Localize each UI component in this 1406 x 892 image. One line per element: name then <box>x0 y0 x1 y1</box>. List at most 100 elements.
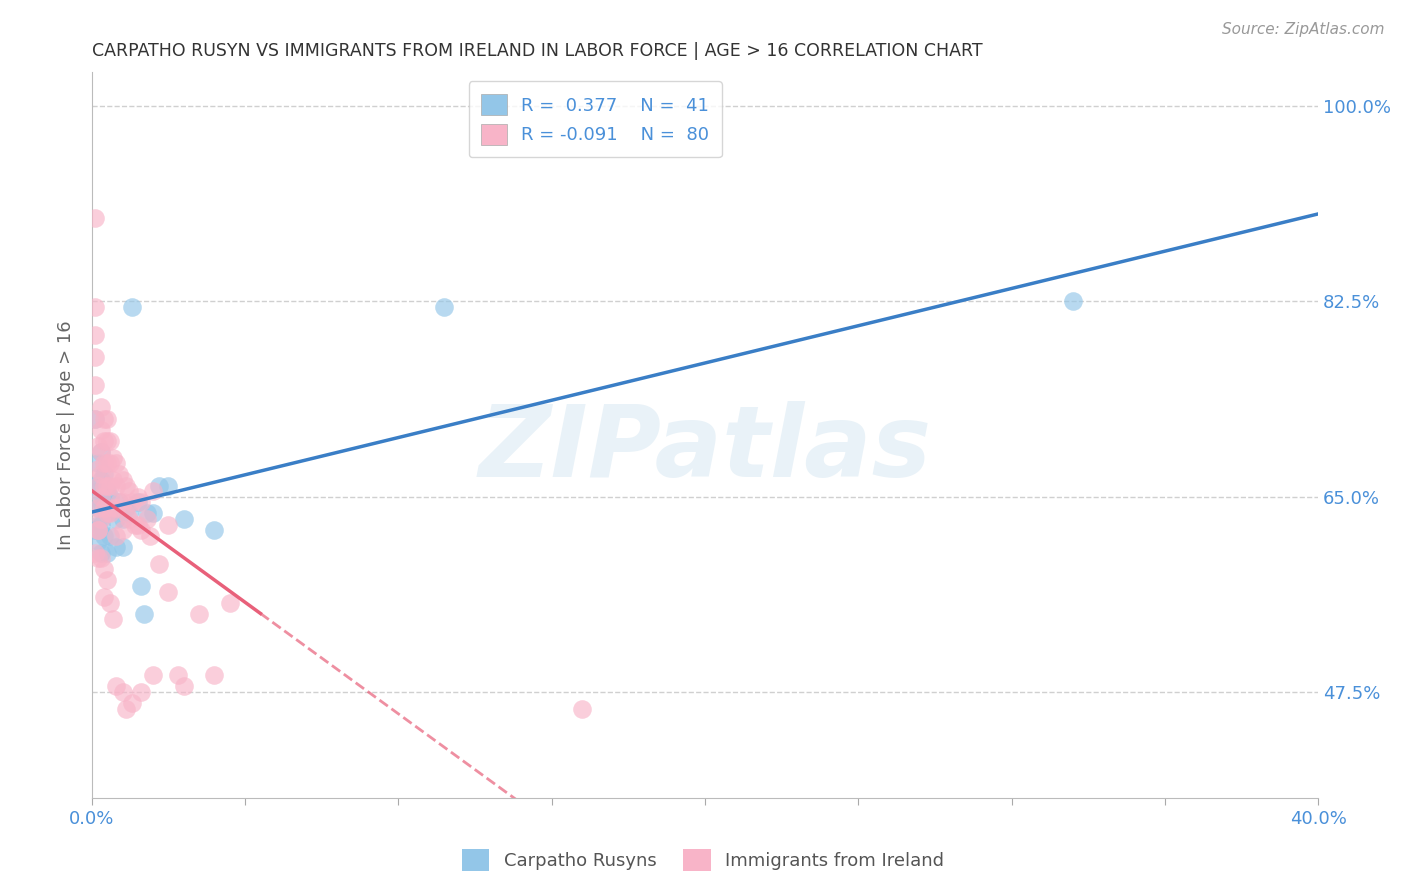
Point <box>96 456 118 470</box>
Point <box>90 473 112 487</box>
Point <box>96 411 118 425</box>
Point <box>105 478 128 492</box>
Point <box>98 434 121 448</box>
Point <box>90 445 112 459</box>
Point <box>111 523 134 537</box>
Point <box>204 668 226 682</box>
Point <box>103 500 125 515</box>
Point <box>111 540 134 554</box>
Point <box>117 484 139 499</box>
Point <box>127 517 149 532</box>
Point <box>142 507 165 521</box>
Point <box>129 523 152 537</box>
Point <box>87 534 110 549</box>
Point <box>157 584 180 599</box>
Point <box>121 495 143 509</box>
Point <box>571 702 593 716</box>
Point <box>117 507 139 521</box>
Point <box>90 445 112 459</box>
Point <box>136 512 159 526</box>
Point <box>90 495 112 509</box>
Point <box>136 507 159 521</box>
Point <box>93 495 115 509</box>
Point <box>157 478 180 492</box>
Point <box>87 500 110 515</box>
Y-axis label: In Labor Force | Age > 16: In Labor Force | Age > 16 <box>58 320 75 550</box>
Legend: R =  0.377    N =  41, R = -0.091    N =  80: R = 0.377 N = 41, R = -0.091 N = 80 <box>468 81 721 158</box>
Point <box>87 500 110 515</box>
Point <box>93 478 115 492</box>
Point <box>124 517 146 532</box>
Point <box>105 456 128 470</box>
Point <box>1062 294 1084 309</box>
Point <box>98 490 121 504</box>
Point <box>87 523 110 537</box>
Point <box>84 523 107 537</box>
Point <box>96 478 118 492</box>
Point <box>129 495 152 509</box>
Point <box>188 607 211 621</box>
Point <box>105 512 128 526</box>
Point <box>84 478 107 492</box>
Point <box>90 517 112 532</box>
Point <box>84 211 107 225</box>
Point <box>93 467 115 482</box>
Point <box>139 529 162 543</box>
Point <box>103 450 125 465</box>
Point <box>93 590 115 604</box>
Point <box>121 300 143 314</box>
Point <box>114 702 136 716</box>
Point <box>96 507 118 521</box>
Point <box>117 512 139 526</box>
Text: CARPATHO RUSYN VS IMMIGRANTS FROM IRELAND IN LABOR FORCE | AGE > 16 CORRELATION : CARPATHO RUSYN VS IMMIGRANTS FROM IRELAN… <box>91 42 983 60</box>
Point <box>96 545 118 559</box>
Point <box>105 540 128 554</box>
Point <box>98 596 121 610</box>
Point <box>90 423 112 437</box>
Point <box>93 529 115 543</box>
Point <box>96 574 118 588</box>
Point <box>90 551 112 566</box>
Point <box>105 529 128 543</box>
Point <box>121 696 143 710</box>
Point <box>114 500 136 515</box>
Point <box>87 439 110 453</box>
Text: ZIPatlas: ZIPatlas <box>478 401 932 499</box>
Point <box>218 596 240 610</box>
Point <box>129 579 152 593</box>
Point <box>90 512 112 526</box>
Point <box>93 500 115 515</box>
Point <box>148 478 170 492</box>
Point <box>111 512 134 526</box>
Point <box>111 685 134 699</box>
Point <box>84 411 107 425</box>
Point <box>84 327 107 342</box>
Point <box>87 484 110 499</box>
Point <box>93 411 115 425</box>
Point <box>93 456 115 470</box>
Point <box>108 495 131 509</box>
Point <box>87 551 110 566</box>
Point <box>90 467 112 482</box>
Point <box>87 517 110 532</box>
Point <box>98 507 121 521</box>
Point <box>103 500 125 515</box>
Point <box>127 490 149 504</box>
Point <box>142 668 165 682</box>
Point <box>84 350 107 364</box>
Point <box>98 529 121 543</box>
Point <box>90 490 112 504</box>
Point <box>84 300 107 314</box>
Point <box>103 473 125 487</box>
Point <box>93 562 115 576</box>
Point <box>98 456 121 470</box>
Point <box>105 680 128 694</box>
Point <box>127 495 149 509</box>
Point <box>132 607 155 621</box>
Point <box>111 473 134 487</box>
Point <box>114 478 136 492</box>
Point <box>129 685 152 699</box>
Point <box>96 434 118 448</box>
Point <box>93 434 115 448</box>
Point <box>166 668 188 682</box>
